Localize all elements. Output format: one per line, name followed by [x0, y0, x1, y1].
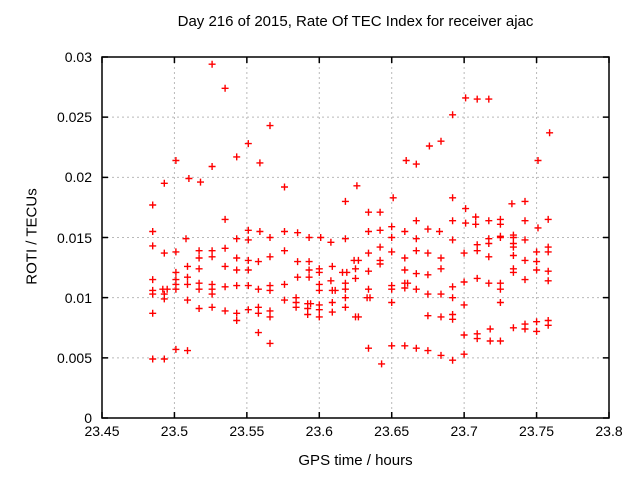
x-tick-label: 23.7	[450, 423, 478, 439]
scatter-points	[149, 60, 554, 368]
x-tick-label: 23.55	[229, 423, 265, 439]
y-tick-label: 0.01	[64, 289, 92, 306]
y-tick-label: 0.025	[56, 109, 92, 126]
y-tick-label: 0	[84, 410, 92, 426]
x-tick-label: 23.8	[595, 423, 623, 439]
x-tick-label: 23.65	[374, 423, 410, 439]
x-tick-label: 23.5	[160, 423, 189, 439]
y-tick-label: 0.015	[56, 229, 92, 246]
x-tick-label: 23.6	[305, 423, 333, 439]
y-tick-label: 0.005	[56, 349, 92, 366]
chart-title: Day 216 of 2015, Rate Of TEC Index for r…	[177, 13, 534, 30]
plot-border	[101, 56, 610, 419]
y-tick-label: 0.03	[64, 49, 92, 65]
x-tick-label: 23.75	[519, 423, 555, 439]
x-axis-title: GPS time / hours	[298, 452, 413, 469]
y-tick-label: 0.02	[64, 169, 92, 186]
x-tick-label: 23.45	[84, 423, 120, 439]
